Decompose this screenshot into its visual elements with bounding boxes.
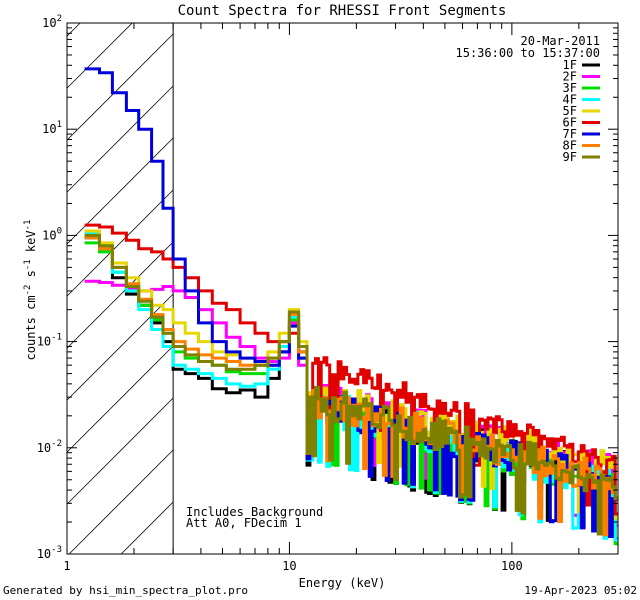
note-attenuator: Att A0, FDecim 1 [186,516,302,530]
y-tick-label: 100 [42,226,62,242]
hatch-line [66,345,174,453]
x-tick-label: 10 [282,559,296,573]
generated-by: Generated by hsi_min_spectra_plot.pro [3,584,248,597]
legend-label-2F: 2F [563,70,577,84]
series-6F [84,223,618,516]
legend-label-3F: 3F [563,81,577,95]
series-layer [84,67,618,546]
date-annotation: 20-Mar-2011 [521,34,600,48]
x-axis-label: Energy (keV) [299,576,386,590]
hatch-line [66,189,174,297]
y-tick-label: 10-1 [37,333,62,349]
hatch-line [66,293,174,401]
legend-label-7F: 7F [563,127,577,141]
legend-label-5F: 5F [563,104,577,118]
legend-label-9F: 9F [563,150,577,164]
hatch-line [66,397,174,505]
hatched-region [66,22,174,555]
x-tick-label: 100 [501,559,523,573]
y-tick-label: 10-3 [37,545,62,561]
hatch-line [68,449,174,555]
legend-label-4F: 4F [563,93,577,107]
y-tick-label: 10-2 [37,439,62,455]
note-background: Includes Background [186,505,323,519]
legend-label-8F: 8F [563,139,577,153]
legend-label-1F: 1F [563,58,577,72]
time-range-annotation: 15:36:00 to 15:37:00 [456,46,601,60]
y-axis-label: counts cm-2 s-1 keV-1 [23,220,38,361]
hatch-lines [66,22,174,555]
y-tick-label: 101 [42,120,62,136]
hatch-line [66,22,81,37]
hatch-line [66,85,174,193]
plot-frame [66,22,619,555]
hatch-line [66,33,174,141]
hatch-line [66,241,174,349]
hatch-line [120,501,174,555]
y-tick-label: 102 [42,14,62,30]
hatch-line [66,22,133,89]
x-tick-label: 1 [63,559,70,573]
series-8F [84,236,618,537]
chart-title: Count Spectra for RHESSI Front Segments [178,3,507,19]
legend-label-6F: 6F [563,116,577,130]
series-9F [84,233,618,536]
timestamp: 19-Apr-2023 05:02 [524,584,637,597]
hatch-line [66,137,174,245]
axis-ticks: 1 10 100 10-3 10-2 10-1 100 101 102 [37,14,619,573]
